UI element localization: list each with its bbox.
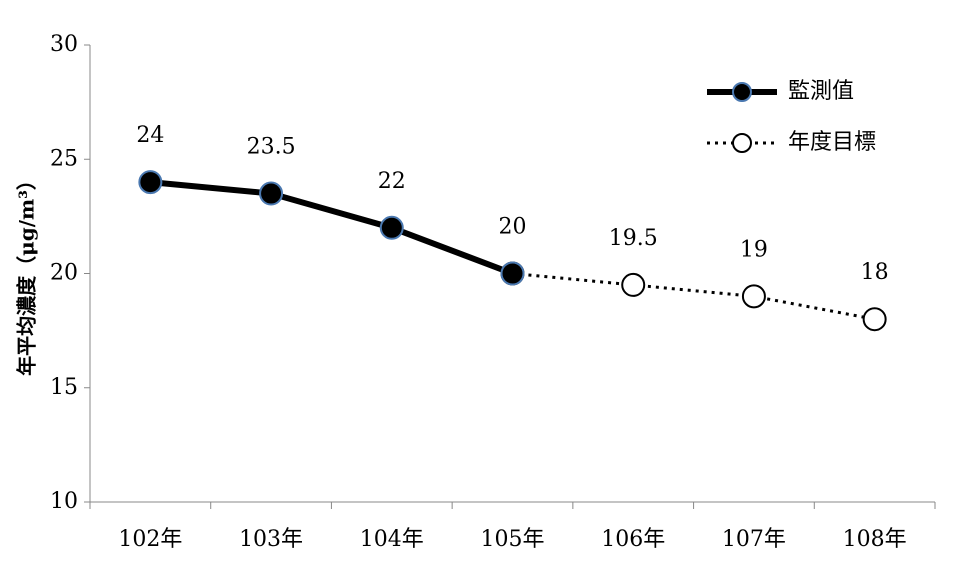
- series-line: [512, 272, 875, 321]
- series-line: [150, 179, 514, 277]
- x-tick-label: 107年: [722, 527, 786, 552]
- x-tick-label: 108年: [843, 527, 907, 552]
- marker: [621, 272, 646, 297]
- x-tick-label: 105年: [481, 527, 545, 552]
- data-label: 18: [861, 260, 889, 285]
- data-label: 23.5: [247, 135, 296, 160]
- legend-label: 年度目標: [788, 130, 876, 155]
- y-tick-label: 10: [50, 489, 78, 514]
- data-label: 19: [740, 237, 768, 262]
- marker: [862, 307, 887, 332]
- y-tick-label: 25: [50, 146, 78, 171]
- legend-marker: [732, 133, 752, 153]
- data-label: 19.5: [609, 226, 658, 251]
- marker: [500, 261, 525, 286]
- legend-marker: [732, 82, 752, 102]
- data-label: 20: [499, 215, 527, 240]
- y-tick-label: 20: [50, 261, 78, 286]
- marker: [741, 284, 766, 309]
- x-tick-label: 104年: [360, 527, 424, 552]
- data-label: 24: [136, 123, 164, 148]
- marker: [138, 170, 163, 195]
- y-axis-label: 年平均濃度（μg/m³）: [15, 170, 39, 376]
- y-tick-label: 15: [50, 375, 78, 400]
- marker: [379, 215, 404, 240]
- data-label: 22: [378, 169, 406, 194]
- marker: [259, 181, 284, 206]
- x-tick-label: 103年: [239, 527, 303, 552]
- legend-label: 監測值: [788, 79, 854, 104]
- x-tick-label: 106年: [601, 527, 665, 552]
- y-tick-label: 30: [50, 32, 78, 57]
- x-tick-label: 102年: [118, 527, 182, 552]
